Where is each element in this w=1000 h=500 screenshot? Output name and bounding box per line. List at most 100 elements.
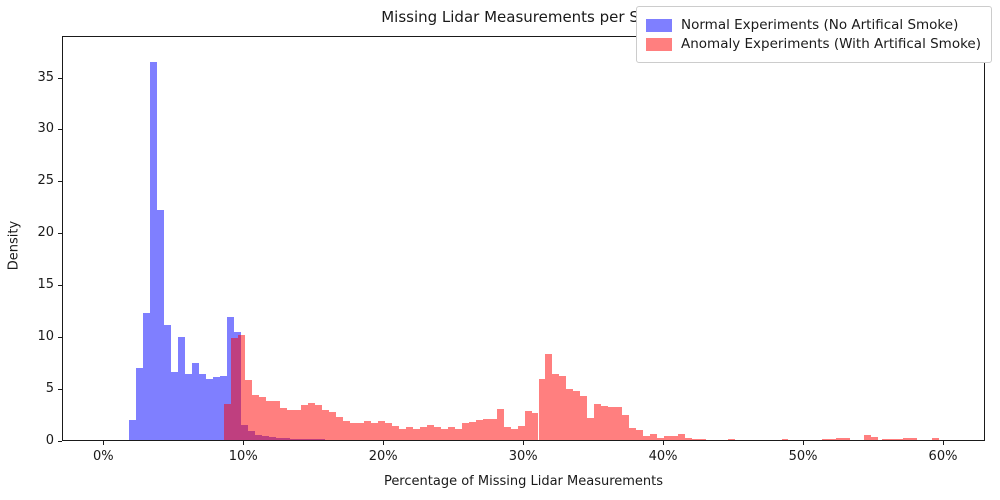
histogram-bar [863,435,871,440]
x-tick-mark [663,441,665,445]
y-tick-mark [58,337,62,339]
y-tick-mark [58,389,62,391]
histogram-bar [896,438,903,440]
histogram-bar [608,406,616,440]
histogram-bar [664,436,672,440]
legend-entry-anomaly: Anomaly Experiments (With Artifical Smok… [646,36,981,52]
histogram-bar [601,405,609,440]
histogram-bar [657,437,665,440]
histogram-bar [426,424,434,440]
histogram-bar [273,400,281,440]
histogram-bar [419,426,427,440]
histogram-bar [580,395,588,440]
histogram-bar [552,373,560,440]
histogram-bar [461,423,469,440]
histogram-bar [828,438,836,440]
histogram-bar [671,436,679,440]
y-tick-mark [58,441,62,442]
histogram-bar [728,439,736,440]
histogram-bar [238,334,246,440]
histogram-bar [220,375,228,440]
histogram-bar [643,436,651,440]
histogram-bar [559,375,567,440]
histogram-bar [412,428,420,440]
y-tick-mark [58,181,62,183]
histogram-bar [433,426,441,440]
histogram-bar [573,391,581,440]
histogram-bar [447,426,455,440]
histogram-bar [280,407,288,440]
y-tick-mark [58,233,62,235]
x-tick-mark [803,441,805,445]
histogram-bar [199,373,207,440]
histogram-bar [252,394,260,440]
histogram-bar [503,426,511,440]
histogram-bar [136,367,144,440]
histogram-bar [822,438,829,440]
histogram-bar [517,426,525,440]
histogram-bar [143,312,151,440]
x-tick-label: 60% [928,449,958,464]
histogram-bar [301,404,309,440]
histogram-bar [678,433,686,440]
histogram-bar [882,438,890,440]
y-tick-label: 25 [37,173,54,189]
histogram-bar [842,438,850,440]
histogram-bar [781,439,789,440]
histogram-bar [343,421,350,440]
histogram-bar [496,409,504,440]
histogram-bar [185,373,193,440]
x-tick-label: 40% [648,449,678,464]
y-tick-mark [58,77,62,79]
histogram-bar [227,317,235,440]
legend-label-normal: Normal Experiments (No Artifical Smoke) [681,17,959,33]
histogram-bar [524,411,532,440]
histogram-bar [329,412,336,440]
histogram-bar [224,403,232,440]
histogram-bar [468,422,476,440]
histogram-bar [192,362,200,440]
histogram-bar [150,61,158,440]
legend-swatch-anomaly [646,37,672,51]
histogram-bar [615,406,623,440]
histogram-bar [482,419,490,440]
x-tick-mark [243,441,245,445]
plot-area [62,36,985,441]
histogram-bar [356,423,364,440]
x-tick-label: 0% [92,449,114,464]
histogram-bar [405,426,413,440]
histogram-bar [266,400,274,440]
histogram-bar [287,410,295,440]
x-tick-mark [943,441,944,445]
histogram-bar [475,420,483,440]
x-tick-mark [103,441,105,445]
legend-entry-normal: Normal Experiments (No Artifical Smoke) [646,17,981,33]
histogram-bar [489,419,497,440]
histogram-bar [538,379,546,440]
y-tick-label: 0 [45,433,54,448]
histogram-bar [245,380,253,440]
y-tick-label: 15 [37,277,54,293]
legend-swatch-normal [646,18,672,32]
histogram-bar [629,427,637,440]
histogram-bar [889,438,896,440]
histogram-bar [870,436,878,440]
y-tick-label: 30 [37,121,54,137]
y-tick-mark [58,285,62,287]
histogram-bar [308,402,316,440]
histogram-bar [909,438,917,440]
histogram-bar [294,410,302,440]
y-tick-label: 20 [37,225,54,241]
histogram-bar [510,428,518,440]
histogram-bar [178,336,186,440]
histogram-bar [384,423,392,440]
x-tick-label: 10% [228,449,258,464]
histogram-bars-layer [63,37,984,440]
histogram-bar [349,423,357,440]
histogram-bar [398,428,406,440]
histogram-bar [171,371,179,440]
x-tick-mark [383,441,385,445]
x-tick-label: 20% [368,449,398,464]
histogram-bar [636,429,644,440]
